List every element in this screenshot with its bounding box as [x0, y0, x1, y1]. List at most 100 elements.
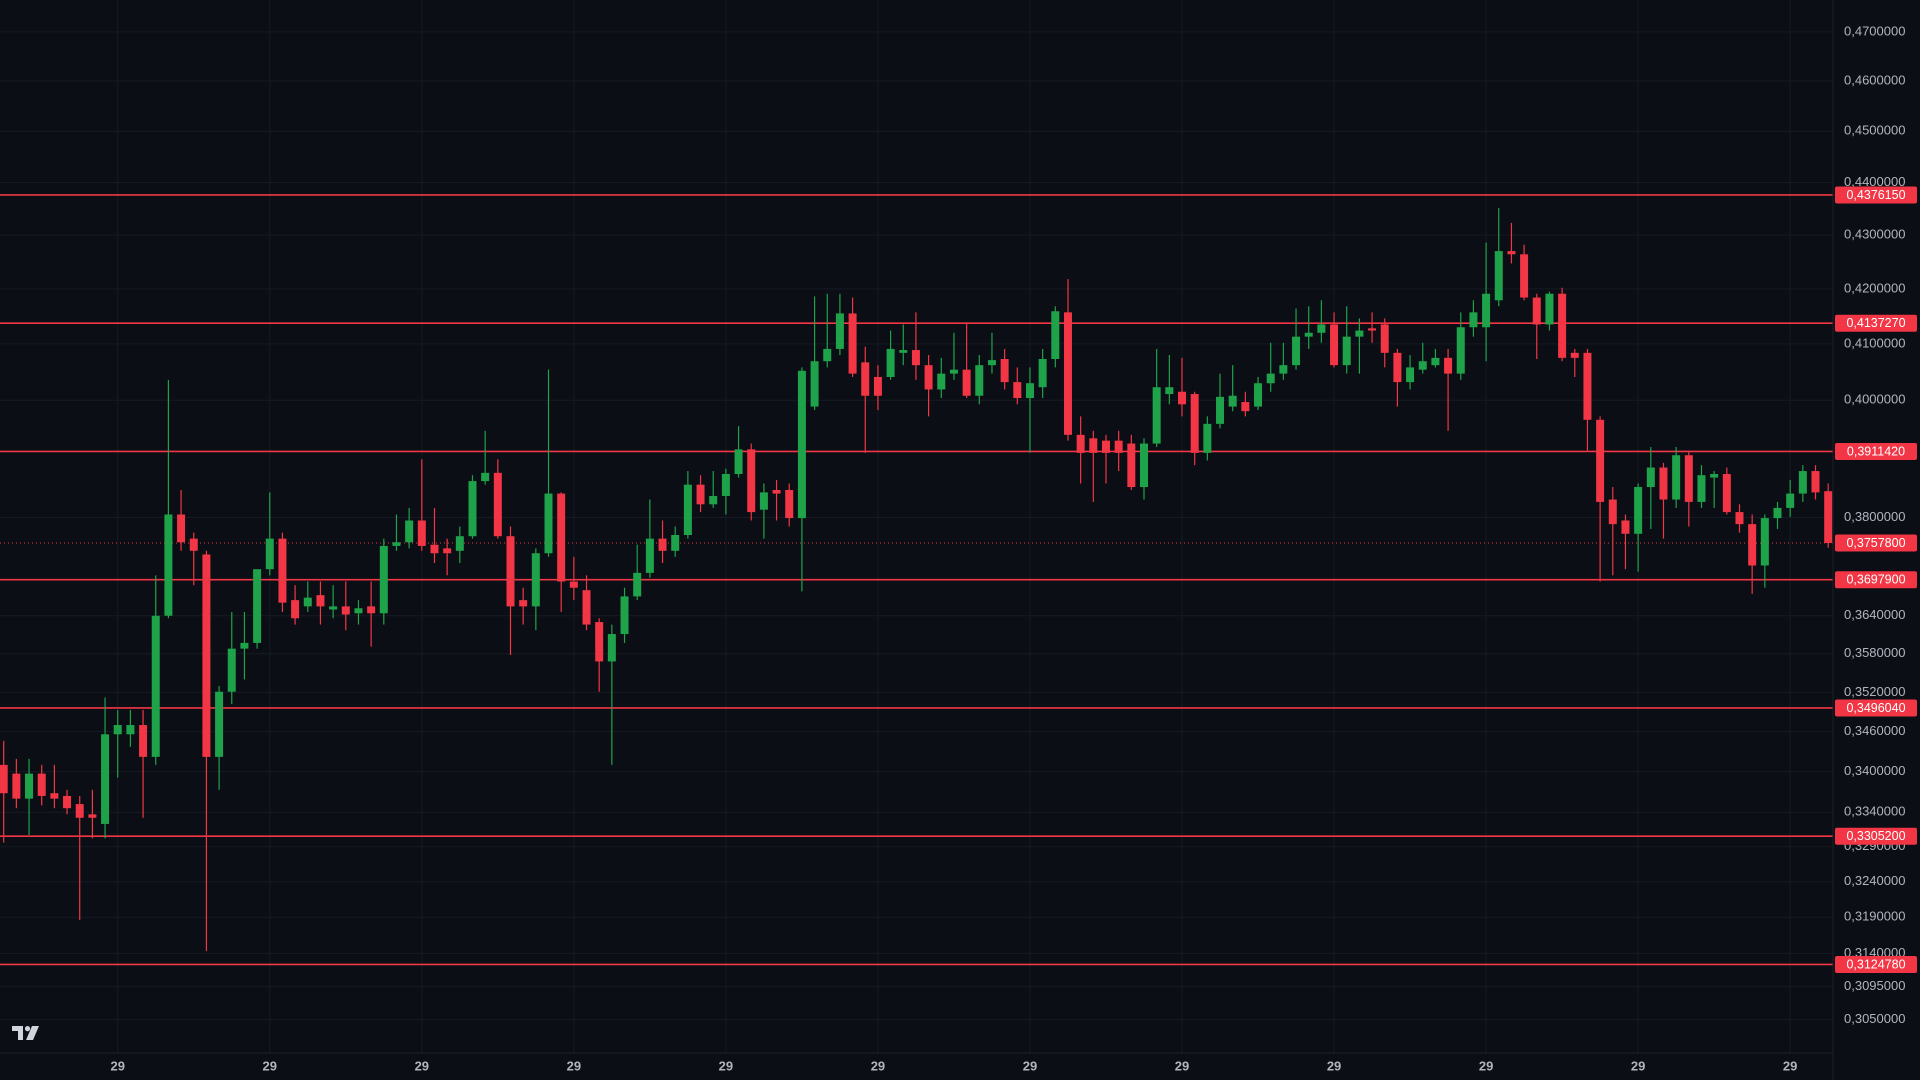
candle-body — [63, 795, 72, 809]
candle-body — [1786, 493, 1795, 508]
candle-body — [1342, 336, 1351, 366]
candle-body — [1697, 475, 1706, 502]
candle-body — [544, 493, 553, 554]
candle-body — [1418, 361, 1427, 370]
candle-body — [1773, 507, 1782, 519]
y-tick-label: 0,4700000 — [1844, 23, 1905, 38]
candle-body — [1279, 365, 1288, 374]
grid — [0, 0, 1833, 1053]
x-tick-label: 29 — [1175, 1058, 1189, 1073]
y-tick-label: 0,4200000 — [1844, 280, 1905, 295]
candle-body — [1735, 512, 1744, 525]
candle-body — [430, 544, 439, 554]
candle-body — [1330, 324, 1339, 366]
candle-body — [1165, 387, 1174, 395]
candle-body — [1684, 455, 1693, 502]
y-tick-label: 0,4300000 — [1844, 227, 1905, 242]
candle-body — [379, 545, 388, 614]
candle-body — [861, 362, 870, 396]
candle-body — [202, 554, 211, 757]
candle-body — [1646, 467, 1655, 488]
candle-body — [455, 536, 464, 551]
candle-body — [1532, 297, 1541, 325]
candle-body — [620, 596, 629, 635]
candle-body — [1368, 328, 1377, 331]
candle-body — [949, 369, 958, 374]
candle-body — [139, 725, 148, 757]
candle-body — [645, 538, 654, 573]
y-tick-label: 0,3190000 — [1844, 909, 1905, 924]
y-tick-label: 0,3340000 — [1844, 804, 1905, 819]
candle-body — [12, 773, 21, 799]
level-label: 0,3911420 — [1847, 444, 1905, 458]
candle-body — [1659, 467, 1668, 500]
candle-body — [392, 542, 401, 546]
candle-body — [278, 538, 287, 603]
candle-body — [1038, 358, 1047, 388]
y-tick-label: 0,4500000 — [1844, 123, 1905, 138]
candle-body — [823, 348, 832, 362]
x-tick-label: 29 — [1783, 1058, 1797, 1073]
candle-body — [810, 361, 819, 407]
candle-body — [1152, 387, 1161, 444]
level-label-box — [1835, 442, 1917, 460]
candle-body — [1760, 518, 1769, 566]
last-price-label: 0,3757800 — [1846, 536, 1905, 550]
candle-body — [1304, 332, 1313, 337]
candle-body — [417, 520, 426, 546]
candle-body — [1013, 382, 1022, 399]
candle-body — [721, 474, 730, 496]
x-tick-label: 29 — [1327, 1058, 1341, 1073]
candle-body — [126, 725, 135, 735]
candle-body — [164, 514, 173, 616]
candle-body — [1722, 474, 1731, 513]
candle-body — [747, 449, 756, 513]
y-tick-label: 0,3095000 — [1844, 978, 1905, 993]
candle-body — [1317, 324, 1326, 333]
candle-body — [595, 622, 604, 662]
level-label-box — [1835, 571, 1917, 589]
candle-body — [506, 536, 515, 607]
candle-body — [569, 581, 578, 588]
candles — [0, 208, 1833, 952]
candle-body — [1114, 440, 1123, 453]
candle-body — [329, 606, 338, 610]
candle-body — [493, 472, 502, 537]
candle-body — [1482, 293, 1491, 328]
candle-body — [354, 608, 363, 614]
x-tick-label: 29 — [719, 1058, 733, 1073]
candle-body — [1710, 474, 1719, 478]
candle-body — [1380, 324, 1389, 353]
candle-body — [1444, 357, 1453, 374]
candle-body — [75, 804, 84, 818]
candle-body — [151, 615, 160, 757]
level-label: 0,3305200 — [1846, 829, 1905, 843]
candle-body — [873, 377, 882, 396]
candle-body — [1672, 455, 1681, 500]
candle-body — [531, 553, 540, 607]
y-tick-label: 0,3520000 — [1844, 684, 1905, 699]
level-label-box — [1835, 186, 1917, 204]
candle-body — [924, 365, 933, 390]
candle-body — [1393, 352, 1402, 383]
candle-body — [709, 495, 718, 505]
candle-body — [88, 814, 97, 818]
candle-body — [1583, 352, 1592, 420]
candle-body — [189, 538, 198, 551]
candle-body — [734, 449, 743, 475]
candle-body — [1406, 367, 1415, 383]
candle-body — [1355, 330, 1364, 337]
candle-body — [367, 606, 376, 614]
candle-body — [1178, 391, 1187, 405]
candle-body — [683, 484, 692, 535]
candle-body — [1000, 358, 1009, 383]
candle-body — [557, 493, 566, 582]
candle-body — [987, 360, 996, 366]
x-tick-label: 29 — [567, 1058, 581, 1073]
candle-body — [1558, 293, 1567, 358]
candle-body — [1228, 395, 1237, 407]
candle-body — [519, 600, 528, 607]
level-label-box — [1835, 314, 1917, 332]
